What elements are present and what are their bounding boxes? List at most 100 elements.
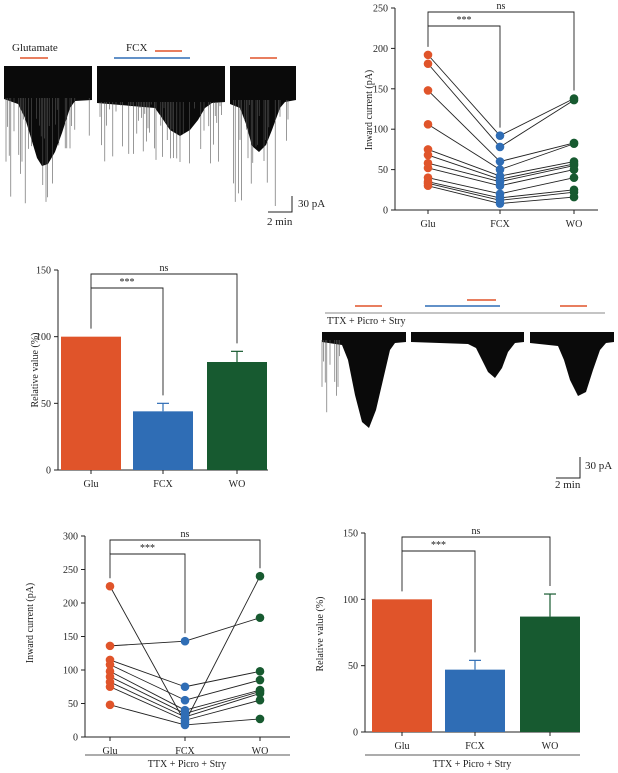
y-tick-label: 0: [46, 466, 51, 477]
significance-label-fcx: ***: [457, 15, 472, 26]
significance-label-fcx: ***: [431, 540, 446, 551]
point-fcx: [495, 181, 505, 191]
significance-bracket-wo: [109, 539, 261, 569]
paired-line: [184, 689, 261, 711]
x-tick-label-fcx: FCX: [465, 741, 485, 752]
point-glu: [423, 163, 433, 173]
trace-segment-glutamate: [4, 66, 92, 166]
point-wo: [255, 695, 265, 705]
x-tick-label-fcx: FCX: [175, 746, 195, 757]
y-tick-label: 200: [373, 44, 388, 55]
significance-bracket-fcx: [401, 550, 476, 653]
glutamate-label: Glutamate: [12, 42, 58, 54]
point-wo: [255, 689, 265, 698]
y-tick-label: 250: [63, 565, 78, 576]
y-tick-label: 0: [73, 733, 78, 744]
scale-bar-ttx: [556, 457, 581, 479]
significance-bracket-fcx: [109, 553, 186, 634]
paired-line: [184, 693, 261, 718]
significance-label-wo: ns: [160, 263, 169, 274]
paired-line: [109, 586, 186, 723]
y-tick-label: 100: [343, 595, 358, 606]
point-fcx: [495, 142, 505, 152]
paired-line: [427, 90, 501, 162]
significance-label-fcx: ***: [120, 277, 135, 288]
paired-line: [184, 699, 261, 721]
paired-line: [184, 617, 261, 642]
inward-current-scatter-ttx: Inward current (pA) TTX + Picro + Stry 0…: [25, 529, 290, 770]
y-tick-label: 150: [343, 529, 358, 540]
paired-line: [427, 167, 501, 187]
point-glu: [105, 641, 115, 651]
paired-line: [499, 165, 575, 183]
paired-line: [427, 182, 501, 201]
paired-line: [499, 189, 575, 199]
point-fcx: [495, 157, 505, 166]
paired-line: [184, 679, 261, 701]
point-glu: [105, 682, 115, 692]
paired-line: [499, 98, 575, 137]
paired-line: [109, 659, 186, 688]
paired-line: [109, 681, 186, 718]
xlabel-scatter-ttx: TTX + Picro + Stry: [148, 759, 227, 770]
y-tick-label: 0: [383, 206, 388, 217]
x-tick-label-glu: Glu: [103, 746, 118, 757]
y-tick-label: 50: [68, 699, 78, 710]
scale-y-label-ttx: 30 pA: [585, 460, 612, 472]
x-tick-label-glu: Glu: [395, 741, 410, 752]
paired-line: [499, 163, 575, 180]
bar-fcx: [445, 669, 505, 732]
paired-line: [184, 670, 261, 688]
trace-ttx-washout: [530, 332, 614, 396]
y-tick-label: 300: [63, 532, 78, 543]
significance-bracket-fcx: [90, 287, 164, 396]
x-tick-label-glu: Glu: [84, 479, 99, 490]
relative-value-bar-top: Relative value (%) 0 50 100 150 Glu FCX WO *** n…: [30, 263, 268, 490]
y-tick-label: 100: [373, 125, 388, 136]
point-fcx: [495, 165, 505, 174]
point-wo: [255, 667, 265, 676]
y-tick-label: 100: [63, 666, 78, 677]
paired-line: [184, 575, 261, 723]
paired-line: [109, 686, 186, 721]
scale-bar-top: [268, 196, 293, 213]
point-wo: [255, 613, 265, 623]
x-tick-label-wo: WO: [566, 219, 583, 230]
bar-wo: [207, 362, 267, 470]
significance-label-wo: ns: [472, 526, 481, 537]
point-fcx: [180, 695, 190, 705]
point-glu: [423, 181, 433, 191]
point-wo: [569, 173, 579, 182]
y-tick-label: 100: [36, 332, 51, 343]
x-tick-label-fcx: FCX: [490, 219, 510, 230]
paired-line: [427, 54, 501, 136]
paired-line: [109, 704, 186, 726]
x-tick-label-glu: Glu: [421, 219, 436, 230]
x-tick-label-wo: WO: [252, 746, 269, 757]
paired-line: [499, 191, 575, 201]
y-tick-label: 150: [63, 632, 78, 643]
relative-value-bar-ttx: Relative value (%) TTX + Picro + Stry 0 5…: [315, 526, 580, 770]
paired-line: [427, 154, 501, 180]
scale-x-label-top: 2 min: [267, 216, 293, 228]
paired-line: [499, 161, 575, 177]
point-fcx: [180, 682, 190, 692]
point-fcx: [495, 131, 505, 140]
ttx-condition-label: TTX + Picro + Stry: [327, 316, 406, 327]
paired-line: [427, 63, 501, 148]
paired-line: [499, 142, 575, 162]
significance-label-wo: ns: [497, 1, 506, 12]
ylabel-bar-top: Relative value (%): [30, 333, 41, 408]
point-fcx: [495, 199, 505, 208]
y-tick-label: 50: [348, 661, 358, 672]
paired-line: [109, 664, 186, 701]
paired-line: [184, 718, 261, 726]
y-tick-label: 50: [41, 399, 51, 410]
point-glu: [423, 86, 433, 95]
bar-glu: [61, 336, 121, 470]
point-fcx: [180, 720, 190, 730]
point-glu: [105, 660, 115, 669]
point-wo: [255, 571, 265, 581]
point-wo: [569, 139, 579, 149]
point-glu: [423, 50, 433, 60]
